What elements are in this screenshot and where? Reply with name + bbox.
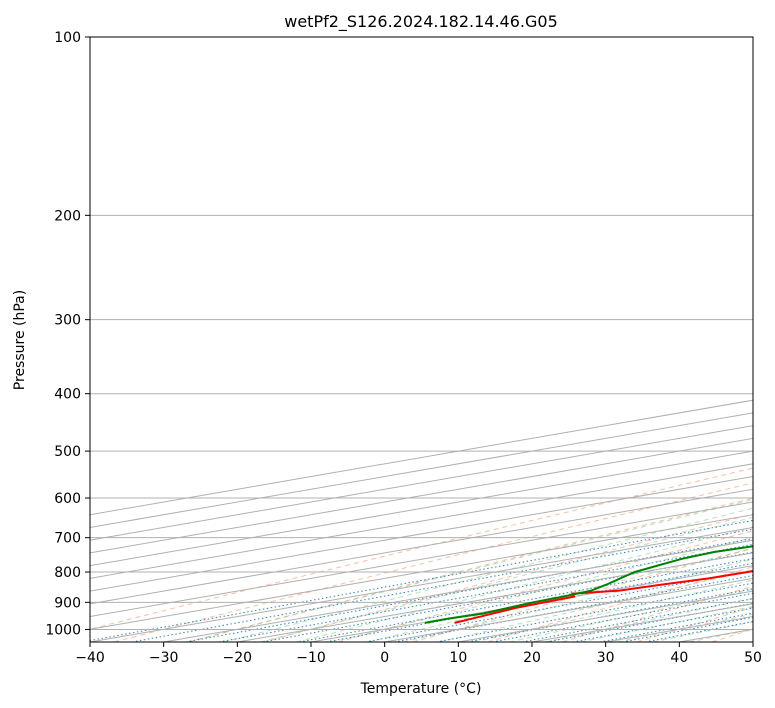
moist-adiabat-line [544,597,753,642]
isotherm-line [752,641,753,642]
moist-adiabat-line [260,516,753,642]
x-tick-label: 30 [597,650,615,666]
x-tick-label: 50 [744,650,762,666]
temperature-profile-line [454,570,753,624]
isotherm-line [90,488,753,605]
y-tick-label: 200 [54,208,81,224]
dry-adiabat-line [338,530,753,642]
moist-adiabat-line [296,526,753,642]
moist-adiabat-line [223,507,753,642]
y-tick-label: 400 [54,387,81,403]
moist-adiabat-line [331,536,753,642]
dry-adiabat-line [412,547,753,642]
isotherm-line [679,628,753,642]
isotherm-line [90,501,753,618]
x-tick-label: 0 [380,650,389,666]
y-tick-label: 600 [54,491,81,507]
dry-adiabat-line [263,513,753,642]
y-tick-label: 1000 [45,622,81,638]
isotherm-line [90,526,753,642]
mixing-ratio-line [365,569,753,642]
x-axis-label: Temperature (°C) [360,681,482,697]
y-tick-label: 500 [54,444,81,460]
dry-adiabat-line [90,467,753,630]
mixing-ratio-line [90,519,753,642]
x-tick-label: −10 [296,650,326,666]
mixing-ratio-line [436,582,753,642]
moist-adiabat-line [402,558,753,642]
y-tick-label: 100 [54,30,81,46]
x-tick-label: −20 [223,650,253,666]
moist-adiabat-line [473,579,753,642]
dewpoint-profile-line [424,545,753,624]
x-tick-label: 40 [670,650,688,666]
isotherm-line [531,603,753,642]
isotherm-line [90,463,753,579]
mixing-ratio-line [131,528,753,642]
dry-adiabat-line [113,482,753,642]
isotherm-line [90,476,753,592]
dry-adiabat-line [487,566,753,642]
y-tick-label: 300 [54,313,81,329]
dry-adiabat-line [188,497,753,642]
moist-adiabat-line [616,613,753,642]
chart-title: wetPf2_S126.2024.182.14.46.G05 [284,12,558,32]
moist-adiabat-line [689,628,753,642]
y-tick-label: 900 [54,595,81,611]
x-tick-label: −40 [75,650,105,666]
x-tick-label: 20 [523,650,541,666]
moist-adiabat-line [187,499,753,642]
isotherm-line [163,539,753,642]
y-tick-label: 700 [54,531,81,547]
y-axis-label: Pressure (hPa) [12,290,28,390]
x-tick-label: 10 [449,650,467,666]
isotherm-line [90,437,753,554]
x-tick-label: −30 [149,650,179,666]
isotherm-line [90,514,753,630]
plot-frame [89,36,754,643]
isotherm-line [90,450,753,567]
y-tick-label: 800 [54,565,81,581]
